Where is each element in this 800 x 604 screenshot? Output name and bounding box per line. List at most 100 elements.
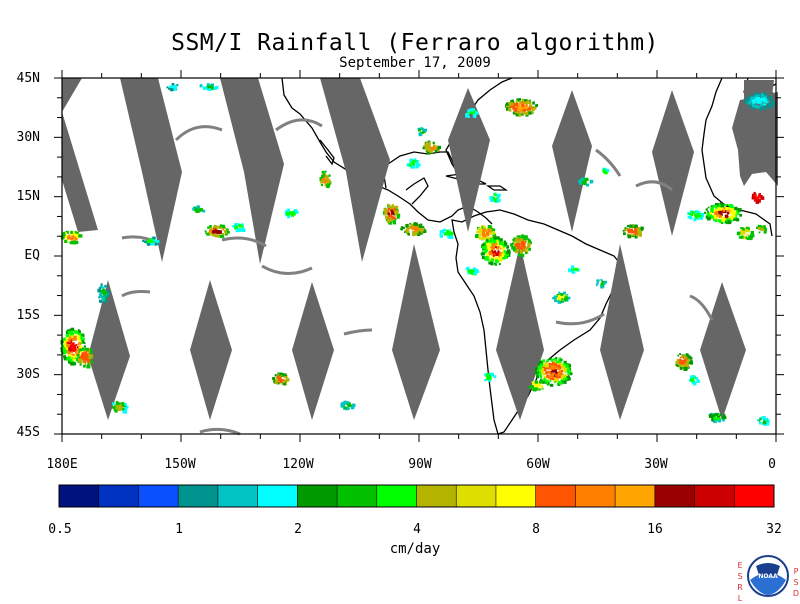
rain-pixel [567, 363, 571, 368]
rain-pixel [512, 242, 515, 245]
rain-pixel [86, 347, 89, 351]
rain-pixel [521, 113, 524, 116]
rain-pixel [595, 284, 598, 287]
rain-pixel [528, 107, 531, 111]
rain-pixel [754, 197, 757, 200]
rain-pixel [217, 225, 220, 228]
north-america-coast [281, 77, 493, 225]
rain-pixel [489, 260, 492, 263]
rain-pixel [274, 380, 278, 384]
rain-pixel [65, 338, 69, 343]
rain-pixel [753, 104, 756, 107]
swath-gap [62, 112, 98, 232]
rain-pixel [517, 242, 520, 245]
rain-pixel [742, 228, 745, 231]
rain-pixel [412, 159, 416, 163]
rain-pixel [518, 113, 522, 117]
rain-pixel [488, 225, 493, 230]
rain-pixel [563, 373, 566, 377]
colorbar-segment [575, 485, 616, 507]
rain-pixel [204, 230, 207, 233]
rain-pixel [76, 348, 80, 351]
rain-pixel [125, 405, 129, 409]
rain-pixel [571, 269, 574, 272]
rain-pixel [758, 97, 762, 102]
rain-pixel [536, 385, 539, 388]
rain-pixel [70, 230, 74, 234]
rain-pixel [503, 250, 506, 253]
rain-pixel [472, 110, 476, 114]
rain-pixel [392, 208, 396, 211]
rain-pixel [343, 400, 347, 404]
rain-pixel [720, 216, 724, 220]
rain-pixel [487, 379, 491, 383]
rain-pixel [502, 256, 506, 260]
rain-pixel [751, 95, 754, 98]
rain-pixel [756, 97, 759, 100]
rain-pixel [693, 211, 696, 214]
rain-pixel [506, 250, 510, 254]
rain-pixel [467, 272, 470, 275]
rain-pixel [484, 379, 487, 382]
rain-pixel [688, 213, 691, 216]
colorbar-label: 16 [647, 522, 663, 537]
rain-pixel [517, 253, 521, 257]
rain-pixel [72, 235, 75, 238]
rain-pixel [747, 228, 750, 230]
rain-pixel [765, 422, 770, 426]
rain-pixel [238, 229, 242, 232]
rain-pixel [321, 178, 325, 182]
rain-pixel [704, 211, 706, 214]
rain-pixel [319, 177, 323, 181]
rain-pixel [492, 238, 494, 241]
rain-pixel [341, 404, 345, 408]
rain-pixel [395, 205, 399, 209]
rain-pixel [579, 180, 582, 183]
rain-pixel [750, 94, 754, 97]
rain-pixel [630, 225, 633, 228]
lat-label-30s: 30S [16, 367, 40, 382]
rain-pixel [74, 330, 78, 334]
rain-pixel [416, 230, 420, 234]
rain-pixel [415, 165, 419, 169]
rain-pixel [518, 98, 522, 101]
rain-pixel [494, 192, 497, 195]
rain-pixel [61, 347, 66, 351]
rain-pixel [170, 88, 174, 92]
rain-pixel [478, 230, 482, 234]
rain-pixel [491, 247, 495, 250]
rain-pixel [719, 202, 722, 205]
rain-pixel [563, 297, 565, 299]
rain-pixel [98, 287, 102, 290]
rain-pixel [388, 217, 392, 220]
lon-label-0: 0 [768, 457, 776, 472]
rain-pixel [697, 218, 700, 220]
rain-pixel [543, 366, 547, 370]
rain-pixel [707, 210, 709, 213]
rain-pixel [485, 242, 488, 246]
rain-pixel [324, 182, 327, 185]
rain-pixel [622, 229, 625, 232]
rain-pixel [416, 226, 419, 229]
rain-pixel [550, 358, 554, 362]
colorbar-label: 2 [294, 522, 302, 537]
rain-pixel [449, 228, 452, 231]
rain-pixel [540, 363, 543, 367]
rain-pixel [414, 158, 417, 161]
rain-pixel [551, 370, 554, 373]
rain-pixel [146, 243, 150, 246]
rain-pixel [520, 113, 523, 116]
rain-pixel [321, 175, 325, 179]
rain-pixel [582, 179, 587, 183]
hispaniola [485, 185, 509, 191]
rain-pixel [710, 205, 713, 208]
rain-pixel [61, 344, 65, 348]
rain-pixel [522, 109, 525, 112]
rain-pixel [391, 204, 394, 207]
rain-pixel [384, 213, 387, 216]
rain-pixel [488, 261, 492, 265]
rain-pixel [479, 233, 482, 237]
rain-pixel [487, 228, 491, 233]
rain-pixel [543, 368, 547, 372]
rain-pixel [532, 381, 534, 384]
